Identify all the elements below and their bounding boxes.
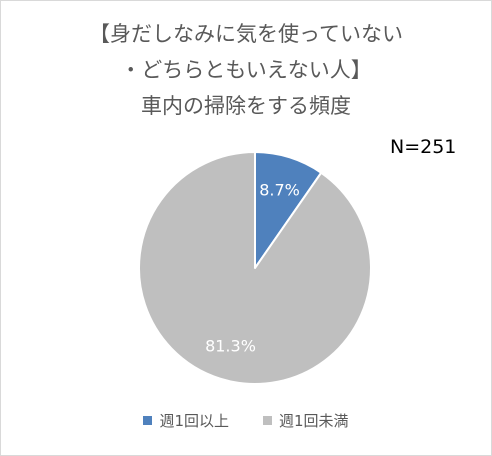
sample-size-annotation: N=251 [390,136,457,158]
legend-swatch-weekly-or-more [143,416,153,425]
legend-label-less-than-weekly: 週1回未満 [279,412,349,430]
legend-item-less-than-weekly: 週1回未満 [263,410,349,431]
chart-title: 【身だしなみに気を使っていない ・どちらともいえない人】 車内の掃除をする頻度 [0,16,492,124]
legend: 週1回以上 週1回未満 [0,410,492,431]
legend-label-weekly-or-more: 週1回以上 [159,412,229,430]
legend-swatch-less-than-weekly [263,416,272,425]
chart-title-line-1: 【身だしなみに気を使っていない [89,22,403,46]
data-label-weekly-or-more: 8.7% [259,180,300,199]
data-label-less-than-weekly: 81.3% [205,337,256,356]
legend-item-weekly-or-more: 週1回以上 [143,410,229,431]
slice-less-than-weekly [138,151,372,385]
chart-title-line-3: 車内の掃除をする頻度 [141,94,351,118]
chart-title-line-2: ・どちらともいえない人】 [120,58,372,82]
